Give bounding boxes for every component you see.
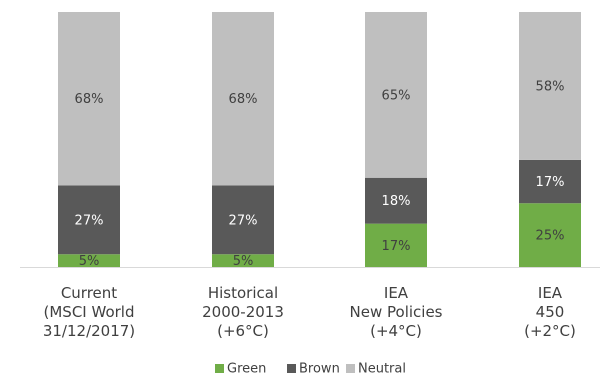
- data-label-neutral-2: 68%: [229, 92, 258, 107]
- category-label-4-line-2: 450: [536, 303, 565, 321]
- category-label-4-line-1: IEA: [538, 284, 563, 302]
- category-label-2-line-2: 2000-2013: [202, 303, 284, 321]
- plot-area: 5% 27% 68% 5% 27% 68% 17% 18% 65% 25% 17% 58%: [58, 12, 581, 269]
- legend-label-brown: Brown: [299, 362, 340, 377]
- data-label-green-4: 25%: [536, 229, 565, 244]
- category-label-3-line-1: IEA: [384, 284, 409, 302]
- data-label-neutral-4: 58%: [536, 79, 565, 94]
- data-label-green-2: 5%: [233, 254, 254, 269]
- category-label-1-line-1: Current: [61, 284, 117, 302]
- bar-brown-4: [519, 159, 581, 204]
- category-label-3-line-3: (+4°C): [370, 322, 422, 340]
- bar-neutral-2: [212, 12, 274, 186]
- legend-swatch-green: [215, 364, 224, 373]
- bar-green-3: [365, 223, 427, 267]
- data-label-green-1: 5%: [79, 254, 100, 269]
- data-label-brown-1: 27%: [75, 213, 104, 228]
- legend-swatch-neutral: [346, 364, 355, 373]
- category-label-1-line-2: (MSCI World: [44, 303, 135, 321]
- legend-label-neutral: Neutral: [358, 362, 406, 377]
- data-label-neutral-1: 68%: [75, 92, 104, 107]
- bar-neutral-1: [58, 12, 120, 186]
- category-label-2-line-1: Historical: [208, 284, 278, 302]
- legend-label-green: Green: [227, 362, 266, 377]
- data-label-brown-4: 17%: [536, 175, 565, 190]
- category-label-1-line-3: 31/12/2017): [43, 322, 135, 340]
- category-label-3-line-2: New Policies: [350, 303, 443, 321]
- bar-neutral-3: [365, 12, 427, 178]
- bar-brown-2: [212, 185, 274, 255]
- bar-green-1: [58, 254, 120, 267]
- bar-green-4: [519, 203, 581, 267]
- legend-swatch-brown: [287, 364, 296, 373]
- data-label-brown-3: 18%: [382, 194, 411, 209]
- data-label-green-3: 17%: [382, 239, 411, 254]
- bar-neutral-4: [519, 12, 581, 160]
- category-label-4-line-3: (+2°C): [524, 322, 576, 340]
- bar-brown-1: [58, 185, 120, 255]
- bar-green-2: [212, 254, 274, 267]
- data-label-neutral-3: 65%: [382, 88, 411, 103]
- bar-brown-3: [365, 177, 427, 224]
- data-label-brown-2: 27%: [229, 213, 258, 228]
- category-label-2-line-3: (+6°C): [217, 322, 269, 340]
- legend: Green Brown Neutral: [215, 362, 406, 377]
